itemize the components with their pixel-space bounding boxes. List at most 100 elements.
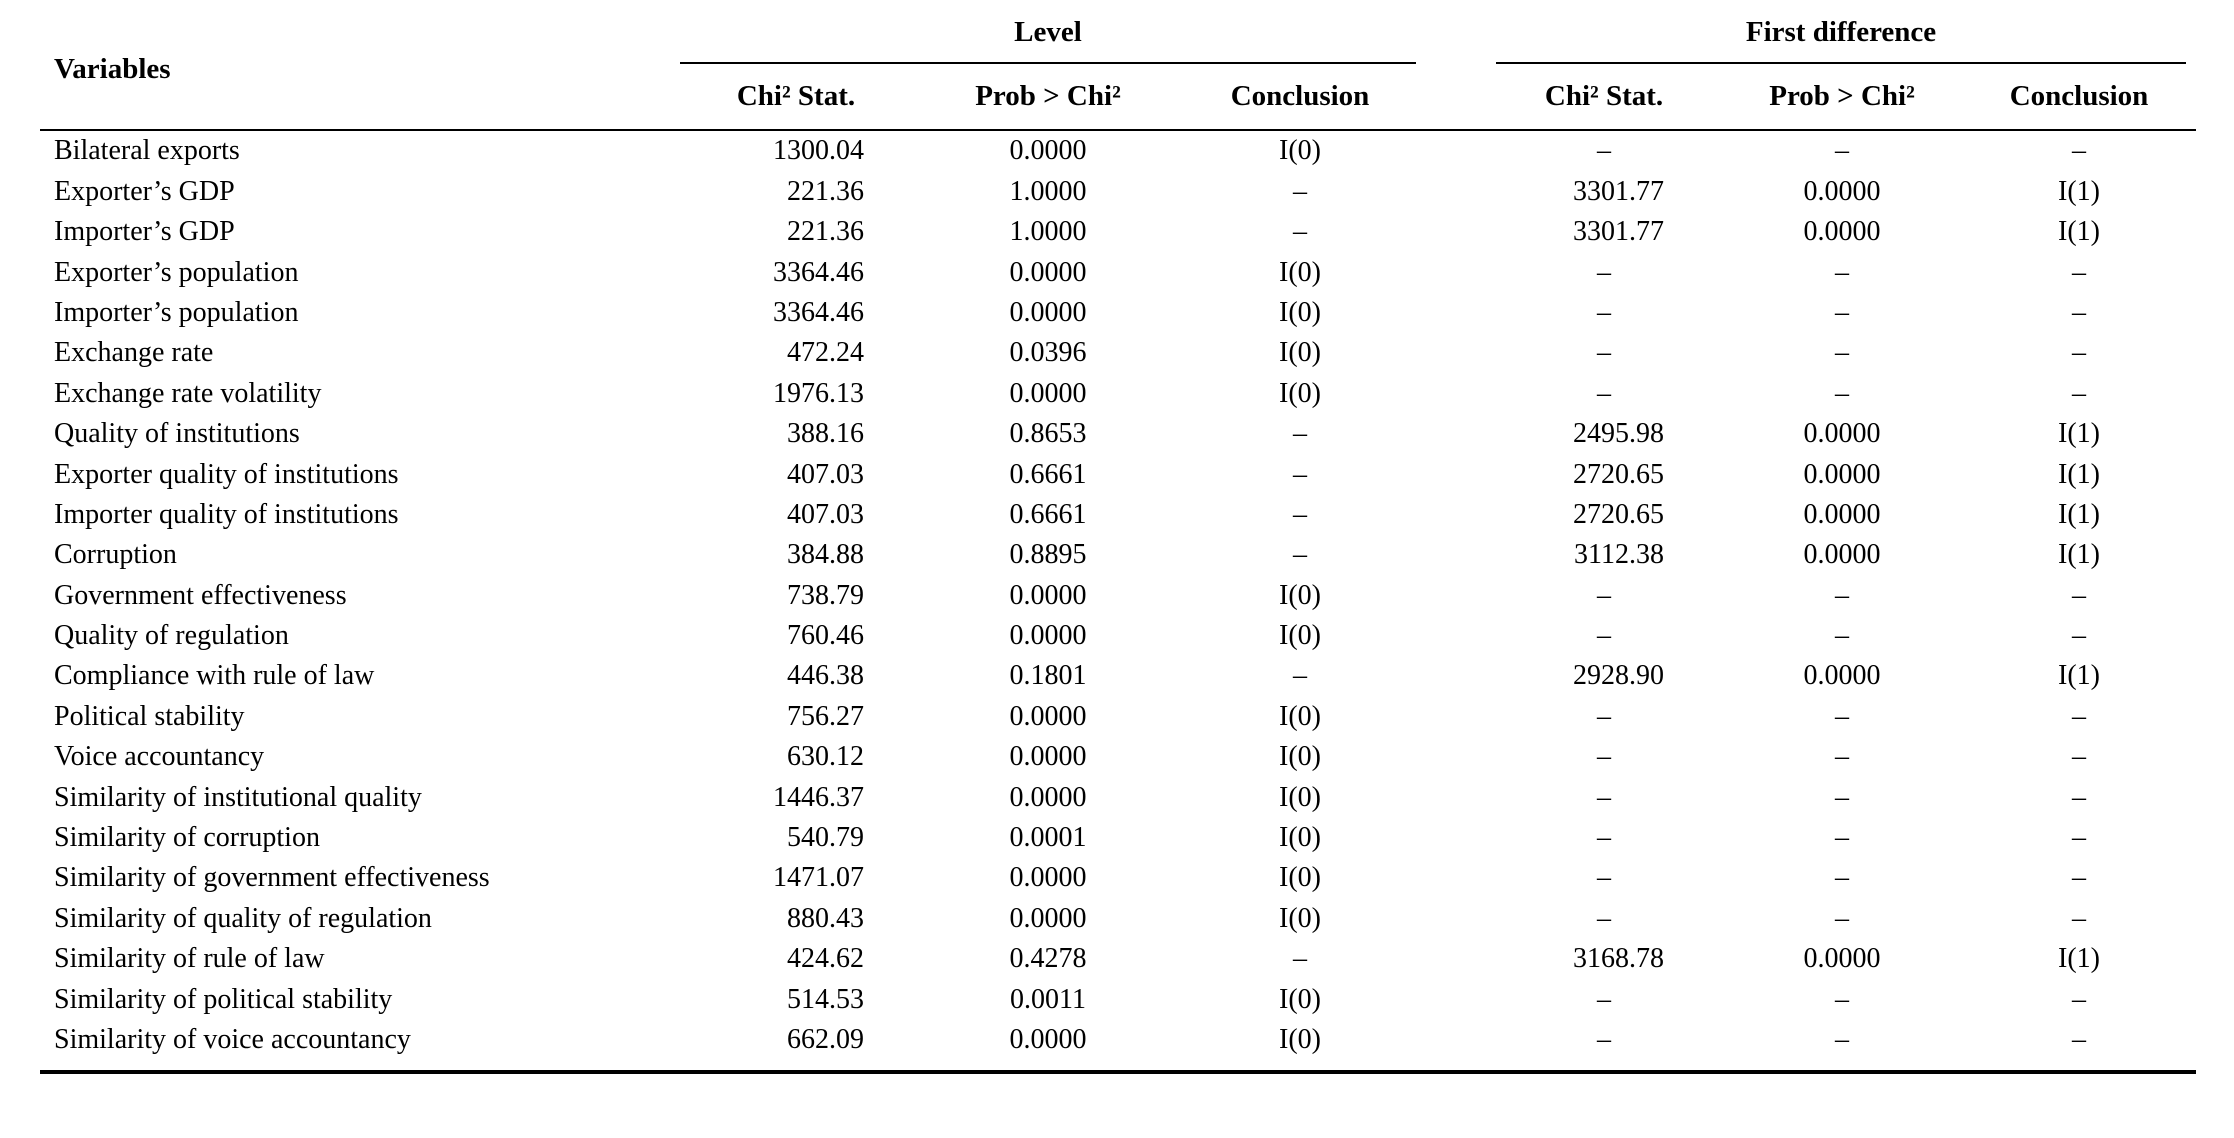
table-row: Quality of regulation 760.46 0.0000 I(0)… [40,616,2196,656]
fd-conclusion-cell: – [2072,296,2087,328]
spacer-cell [1426,899,1486,939]
fd-conclusion-cell: I(1) [2058,458,2100,490]
level-prob-cell: 0.0000 [1009,902,1087,934]
level-chi2-stat-cell: 514.53 [787,983,864,1015]
spacer-cell [1426,818,1486,858]
fd-conclusion-cell: – [2072,135,2087,167]
variable-cell: Importer quality of institutions [54,498,399,530]
fd-chi2-stat-cell: – [1597,822,1612,854]
fd-chi2-stat-cell: – [1597,741,1612,773]
fd-chi2-stat-cell: – [1597,337,1612,369]
fd-chi2-stat-cell: – [1597,377,1612,409]
level-chi2-stat-cell: 756.27 [787,700,864,732]
table-row: Similarity of rule of law 424.62 0.4278 … [40,939,2196,979]
level-chi2-stat-cell: 221.36 [787,175,864,207]
spacer-cell [1426,737,1486,777]
level-conclusion-cell: I(0) [1279,579,1321,611]
fd-prob-cell: 0.0000 [1803,458,1881,490]
group-gap [1426,10,1486,62]
fd-conclusion-cell: – [2072,256,2087,288]
level-prob-cell: 0.0000 [1009,781,1087,813]
fd-conclusion-cell: I(1) [2058,175,2100,207]
fd-chi2-stat-cell: – [1597,620,1612,652]
spacer-cell [1426,616,1486,656]
unit-root-test-table: Variables Level First difference Chi² St… [40,10,2197,1060]
level-prob-cell: 0.0000 [1009,1023,1087,1055]
level-prob-cell: 0.0011 [1010,983,1086,1015]
fd-prob-cell: – [1835,741,1850,773]
level-prob-cell: 0.0000 [1009,741,1087,773]
fd-prob-cell: – [1835,822,1850,854]
group-header-row: Variables Level First difference [40,10,2196,132]
spacer-cell [1426,778,1486,818]
variable-cell: Compliance with rule of law [54,660,375,692]
fd-chi2-stat-cell: 2928.90 [1573,660,1665,692]
table-row: Exporter’s population 3364.46 0.0000 I(0… [40,253,2196,293]
variable-cell: Similarity of government effectiveness [54,862,490,894]
level-conclusion-cell: I(0) [1279,377,1321,409]
level-group-header: Level [1014,16,1082,48]
table-row: Importer’s population 3364.46 0.0000 I(0… [40,293,2196,333]
level-conclusion-cell: I(0) [1279,256,1321,288]
fd-conclusion-cell: – [2072,377,2087,409]
fd-prob-cell: – [1835,862,1850,894]
spacer-cell [1426,858,1486,898]
level-chi2-stat-cell: 3364.46 [773,256,864,288]
variable-cell: Exchange rate volatility [54,377,322,409]
level-chi2-stat-cell: 1446.37 [773,781,864,813]
level-chi2-stat-cell: 407.03 [787,498,864,530]
fd-prob-cell: – [1835,377,1850,409]
table-row: Quality of institutions 388.16 0.8653 – … [40,414,2196,454]
level-chi2-stat-cell: 662.09 [787,1023,864,1055]
level-prob-cell: 0.8895 [1009,539,1087,571]
level-chi2-stat-cell: 630.12 [787,741,864,773]
level-conclusion-cell: I(0) [1279,822,1321,854]
level-conclusion-cell: I(0) [1279,1023,1321,1055]
table-row: Importer’s GDP 221.36 1.0000 – 3301.77 0… [40,212,2196,252]
table-row: Similarity of voice accountancy 662.09 0… [40,1020,2196,1060]
fd-prob-cell: 0.0000 [1803,418,1881,450]
fd-chi2-stat-cell: – [1597,579,1612,611]
level-conclusion-cell: – [1293,458,1307,490]
fd-conclusion-cell: I(1) [2058,943,2100,975]
fd-prob-cell: 0.0000 [1803,498,1881,530]
level-prob-cell: 1.0000 [1009,216,1087,248]
spacer-cell [1426,535,1486,575]
level-prob-cell: 0.0000 [1009,256,1087,288]
spacer-cell [1426,697,1486,737]
level-chi2-stat-cell: 1300.04 [773,135,864,167]
fd-prob-cell: – [1835,296,1850,328]
fd-chi2-stat-cell: 3112.38 [1574,539,1665,571]
variable-cell: Similarity of institutional quality [54,781,422,813]
fd-prob-cell: 0.0000 [1803,216,1881,248]
level-conclusion-cell: I(0) [1279,700,1321,732]
fd-conclusion-cell: I(1) [2058,418,2100,450]
variable-cell: Voice accountancy [54,741,265,773]
level-conclusion-cell: I(0) [1279,862,1321,894]
level-conclusion-cell: – [1293,175,1307,207]
level-prob-cell: 0.8653 [1009,418,1087,450]
fd-prob-cell: – [1835,256,1850,288]
fd-chi2-stat-cell: – [1597,1023,1612,1055]
table-row: Similarity of political stability 514.53… [40,980,2196,1020]
spacer-cell [1426,253,1486,293]
level-chi2-stat-cell: 384.88 [787,539,864,571]
level-prob-cell: 0.0000 [1009,296,1087,328]
level-conclusion-cell: – [1293,660,1307,692]
fd-chi2-stat-cell: – [1597,862,1612,894]
level-chi2-stat-cell: 1976.13 [773,377,864,409]
level-chi2-stat-cell: 472.24 [787,337,864,369]
level-chi2-stat-cell: 407.03 [787,458,864,490]
table-row: Corruption 384.88 0.8895 – 3112.38 0.000… [40,535,2196,575]
variable-cell: Bilateral exports [54,135,240,167]
variable-cell: Importer’s population [54,296,299,328]
spacer-cell [1426,333,1486,373]
fd-chi2-stat-cell: 2720.65 [1573,458,1665,490]
level-prob-cell: 0.0000 [1009,700,1087,732]
fd-prob-cell: – [1835,781,1850,813]
level-prob-cell: 0.0000 [1009,620,1087,652]
fd-prob-header: Prob > Chi² [1722,71,1963,132]
table-row: Bilateral exports 1300.04 0.0000 I(0) – … [40,130,2196,171]
fd-conclusion-cell: – [2072,1023,2087,1055]
level-conclusion-cell: – [1293,216,1307,248]
